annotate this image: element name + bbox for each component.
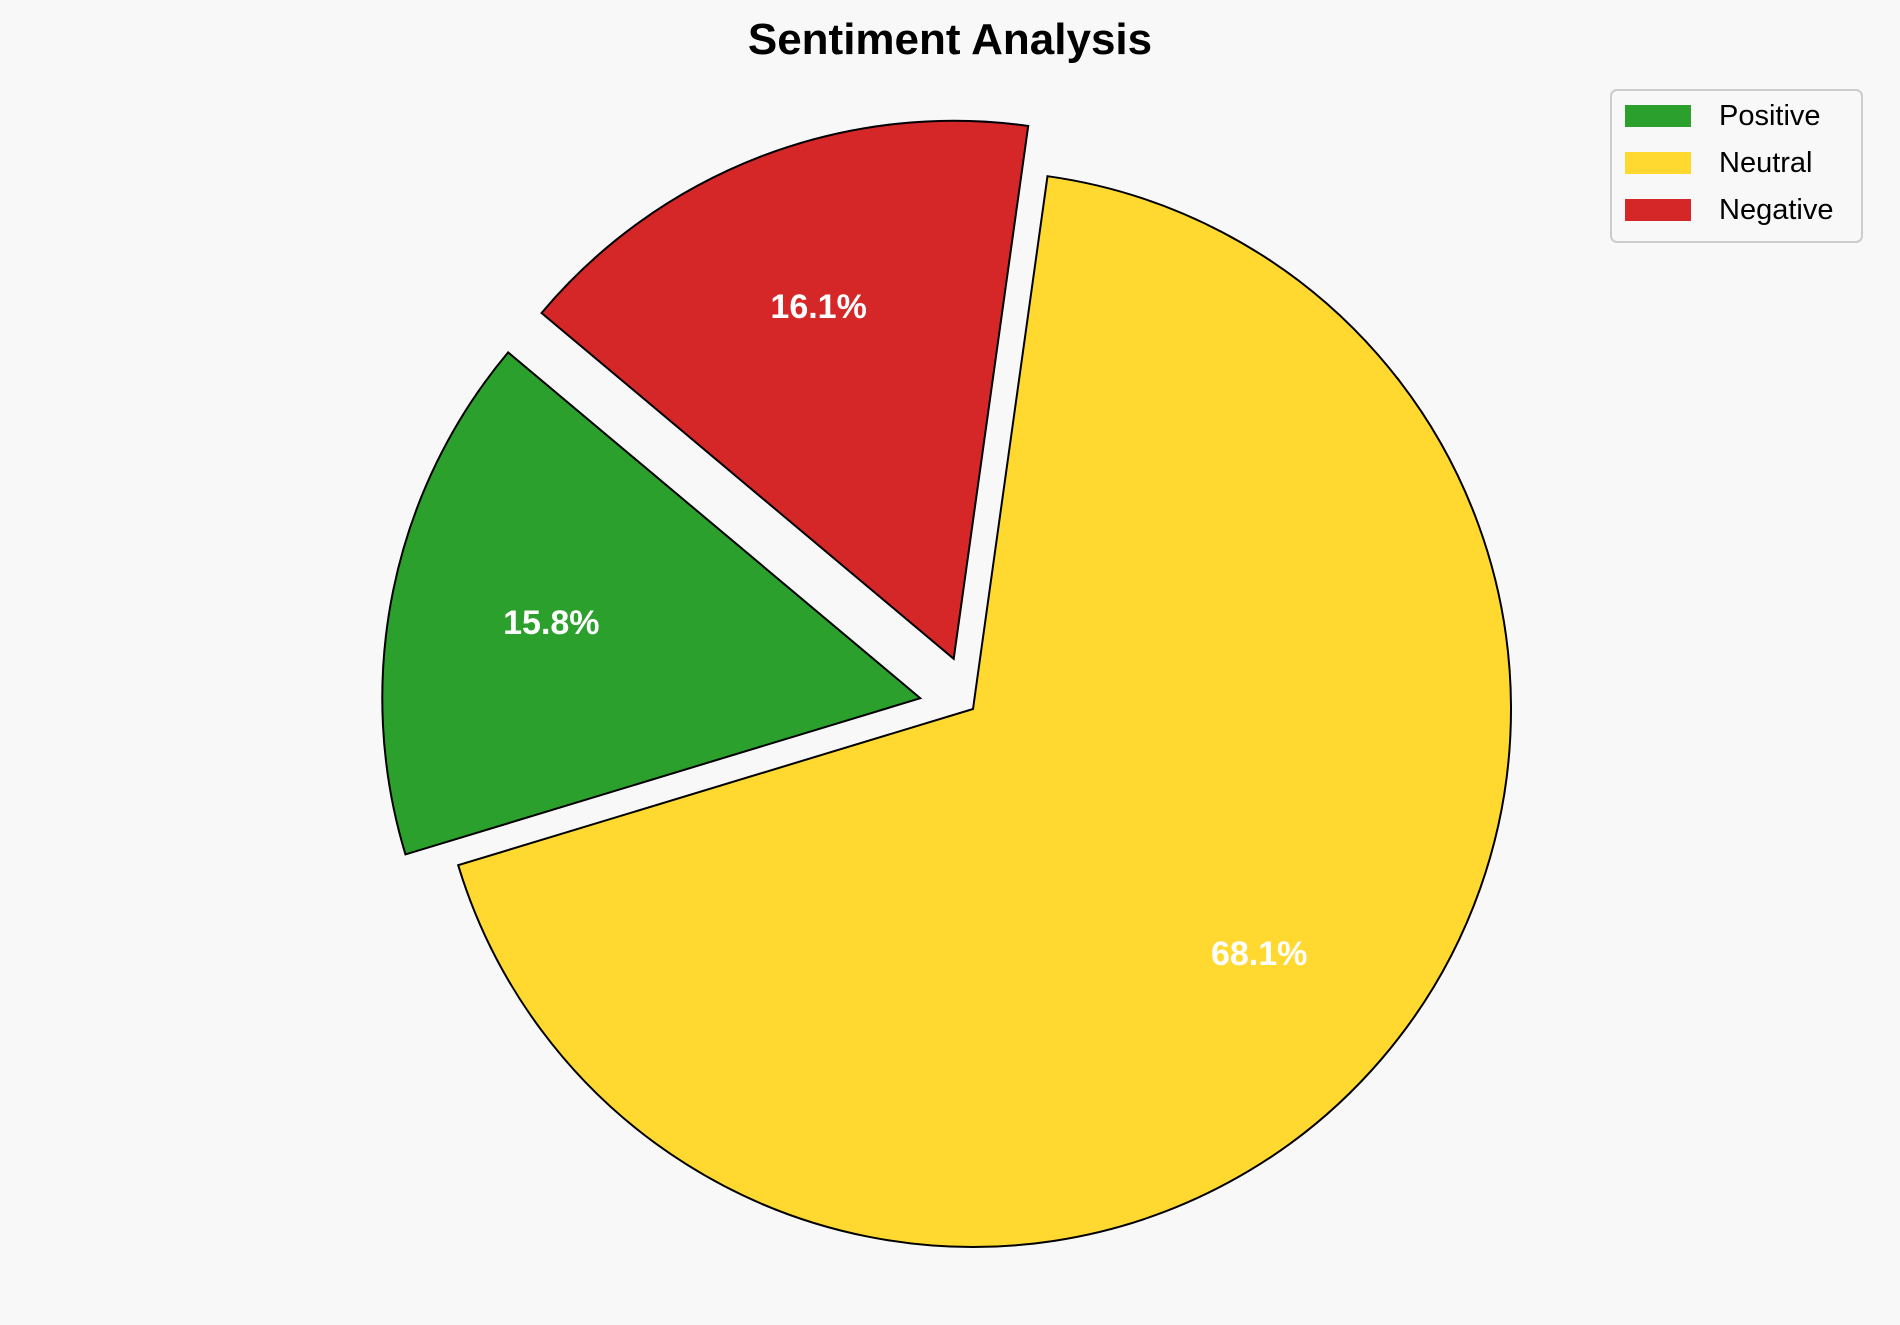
slice-labels: 15.8% 68.1% 16.1%: [503, 288, 1307, 973]
legend-swatch-negative: [1625, 199, 1691, 221]
slice-label-positive: 15.8%: [503, 604, 599, 642]
pie-slice-neutral: [456, 175, 1512, 1248]
legend-swatch-positive: [1625, 105, 1691, 127]
legend-swatch-neutral: [1625, 152, 1691, 174]
slice-label-negative: 16.1%: [770, 288, 866, 326]
chart-title: Sentiment Analysis: [748, 15, 1152, 64]
legend-label-neutral: Neutral: [1719, 147, 1813, 179]
legend-label-negative: Negative: [1719, 194, 1833, 226]
pie-slice-negative: [540, 119, 1030, 661]
legend-label-positive: Positive: [1719, 100, 1821, 132]
pie-slice-positive: [381, 350, 923, 856]
slices: [381, 119, 1512, 1248]
slice-label-neutral: 68.1%: [1211, 935, 1307, 973]
legend: Positive Neutral Negative: [1610, 89, 1863, 243]
